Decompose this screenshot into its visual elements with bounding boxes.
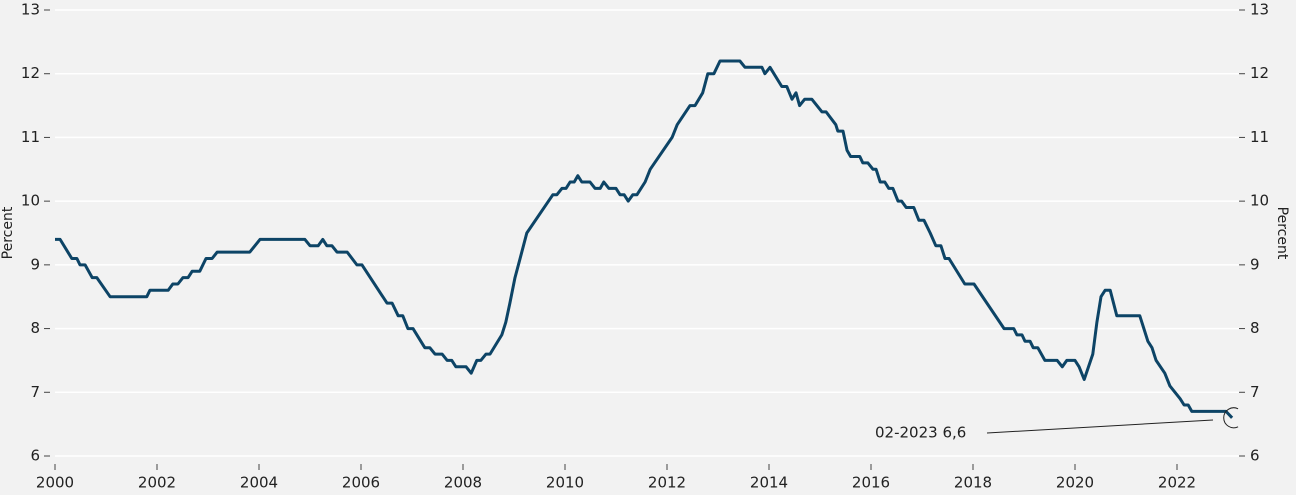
y-axis-label: Percent	[0, 206, 16, 259]
x-tick-label: 2012	[648, 474, 686, 492]
y2-tick-label: 12	[1250, 64, 1269, 82]
x-tick-label: 2008	[444, 474, 482, 492]
y2-tick-label: 11	[1250, 128, 1269, 146]
y-tick-label: 6	[30, 447, 40, 465]
x-tick-label: 2020	[1056, 474, 1094, 492]
y-tick-label: 12	[21, 64, 40, 82]
y2-tick-label: 10	[1250, 192, 1269, 210]
end-marker	[1223, 407, 1239, 429]
y2-tick-label: 6	[1250, 447, 1260, 465]
x-tick-label: 2014	[750, 474, 788, 492]
y2-tick-label: 7	[1250, 383, 1260, 401]
annotation: 02-2023 6,6	[875, 424, 966, 442]
y2-tick-label: 8	[1250, 319, 1260, 337]
x-tick-label: 2000	[36, 474, 74, 492]
y-tick-label: 10	[21, 192, 40, 210]
y2-tick-label: 9	[1250, 255, 1260, 273]
x-tick-label: 2006	[342, 474, 380, 492]
y2-axis-label: Percent	[1274, 207, 1290, 260]
y-tick-label: 9	[30, 255, 40, 273]
x-tick-label: 2016	[852, 474, 890, 492]
x-tick-label: 2002	[138, 474, 176, 492]
x-tick-label: 2022	[1158, 474, 1196, 492]
x-tick-label: 2004	[240, 474, 278, 492]
y-tick-label: 13	[21, 1, 40, 19]
line	[55, 59, 1234, 419]
x-tick-label: 2010	[546, 474, 584, 492]
y-tick-label: 11	[21, 128, 40, 146]
x-tick-label: 2018	[954, 474, 992, 492]
y-tick-label: 8	[30, 319, 40, 337]
y-tick-label: 7	[30, 383, 40, 401]
annotation-leader	[986, 419, 1214, 434]
y2-tick-label: 13	[1250, 1, 1269, 19]
